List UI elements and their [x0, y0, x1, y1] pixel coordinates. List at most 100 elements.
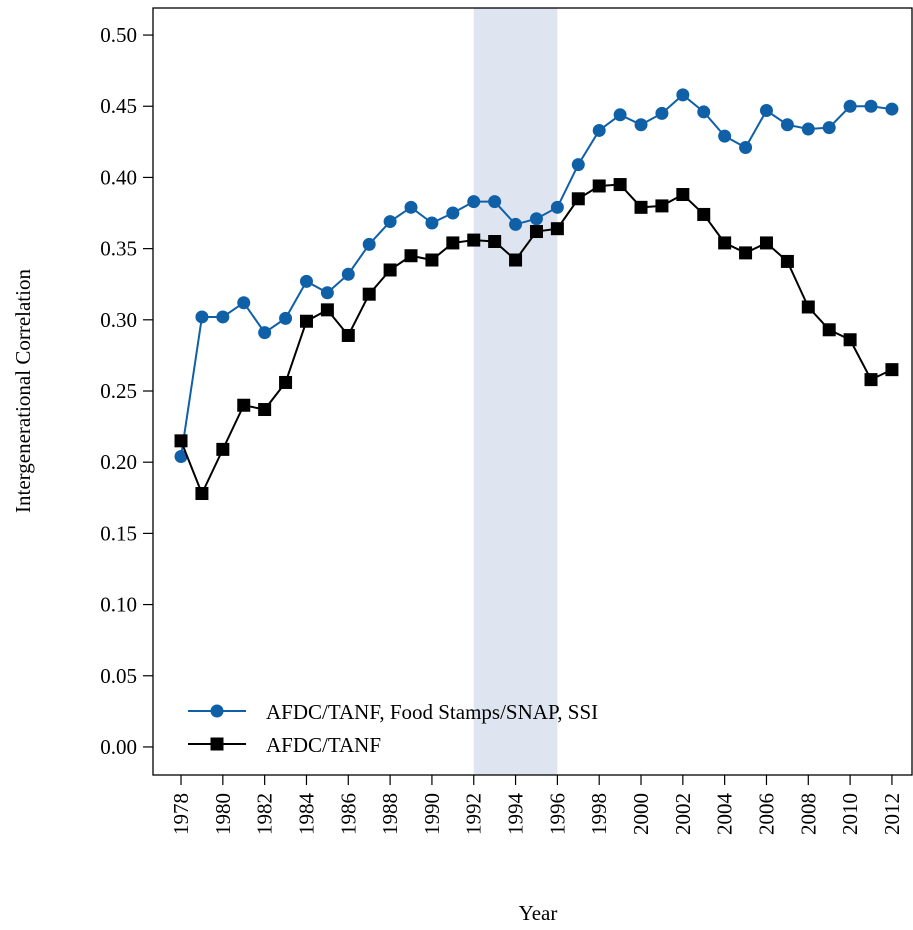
data-point: [634, 118, 648, 132]
x-tick-label: 1992: [462, 793, 486, 835]
data-point: [655, 199, 669, 213]
legend-label: AFDC/TANF, Food Stamps/SNAP, SSI: [266, 700, 598, 724]
x-tick-label: 1980: [211, 793, 235, 835]
data-point: [822, 323, 836, 337]
data-point: [592, 123, 606, 137]
shaded-period: [473, 8, 558, 775]
data-point: [801, 122, 815, 136]
data-point: [676, 188, 690, 202]
data-point: [592, 179, 606, 193]
data-point: [509, 253, 523, 267]
x-tick-label: 1990: [420, 793, 444, 835]
data-point: [843, 99, 857, 113]
data-point: [425, 216, 439, 230]
data-point: [216, 310, 230, 324]
y-tick-label: 0.40: [100, 165, 137, 189]
data-point: [174, 434, 188, 448]
x-tick-label: 1988: [378, 793, 402, 835]
y-tick-label: 0.25: [100, 379, 137, 403]
x-tick-label: 2010: [838, 793, 862, 835]
legend-marker: [210, 737, 224, 751]
data-point: [279, 311, 293, 325]
data-point: [237, 398, 251, 412]
legend-label: AFDC/TANF: [266, 733, 381, 757]
x-tick-label: 2006: [754, 793, 778, 835]
data-point: [529, 225, 543, 239]
data-point: [613, 108, 627, 122]
data-point: [550, 222, 564, 236]
data-point: [676, 88, 690, 102]
data-point: [258, 403, 272, 417]
data-point: [739, 246, 753, 260]
y-tick-label: 0.05: [100, 664, 137, 688]
data-point: [885, 102, 899, 116]
data-point: [739, 141, 753, 155]
data-point: [488, 235, 502, 249]
data-point: [195, 487, 209, 501]
data-point: [613, 178, 627, 192]
data-point: [718, 129, 732, 143]
data-point: [759, 236, 773, 250]
x-axis-label: Year: [519, 901, 558, 925]
data-point: [446, 236, 460, 250]
data-point: [446, 206, 460, 220]
data-point: [843, 333, 857, 347]
data-point: [467, 233, 481, 247]
y-tick-label: 0.30: [100, 308, 137, 332]
data-point: [341, 267, 355, 281]
x-tick-label: 1982: [253, 793, 277, 835]
y-tick-label: 0.10: [100, 593, 137, 617]
data-point: [467, 195, 481, 209]
data-point: [780, 118, 794, 132]
data-point: [509, 217, 523, 231]
data-point: [822, 121, 836, 135]
data-point: [320, 303, 334, 317]
data-point: [320, 286, 334, 300]
x-tick-label: 2000: [629, 793, 653, 835]
data-point: [697, 105, 711, 119]
data-point: [383, 263, 397, 277]
data-point: [780, 254, 794, 268]
x-tick-label: 1998: [587, 793, 611, 835]
legend-marker: [210, 704, 224, 718]
data-point: [362, 287, 376, 301]
x-tick-label: 1986: [336, 793, 360, 835]
data-point: [299, 274, 313, 288]
data-point: [529, 212, 543, 226]
data-point: [362, 237, 376, 251]
y-axis-label: Intergenerational Correlation: [11, 269, 35, 513]
x-tick-label: 2002: [671, 793, 695, 835]
y-tick-label: 0.00: [100, 735, 137, 759]
data-point: [864, 99, 878, 113]
x-tick-label: 1978: [169, 793, 193, 835]
data-point: [299, 314, 313, 328]
data-point: [195, 310, 209, 324]
data-point: [718, 236, 732, 250]
data-point: [885, 363, 899, 377]
x-tick-label: 1996: [545, 793, 569, 835]
data-point: [571, 192, 585, 206]
data-point: [488, 195, 502, 209]
data-point: [801, 300, 815, 314]
x-tick-label: 2004: [713, 793, 737, 836]
x-tick-label: 1984: [294, 793, 318, 836]
data-point: [258, 326, 272, 340]
y-tick-label: 0.50: [100, 23, 137, 47]
data-point: [550, 200, 564, 214]
data-point: [341, 328, 355, 342]
data-point: [404, 200, 418, 214]
data-point: [571, 158, 585, 172]
x-tick-label: 1994: [504, 793, 528, 836]
data-point: [425, 253, 439, 267]
y-tick-label: 0.20: [100, 450, 137, 474]
x-tick-label: 2008: [796, 793, 820, 835]
data-point: [279, 375, 293, 389]
x-tick-label: 2012: [880, 793, 904, 835]
data-point: [383, 215, 397, 229]
data-point: [697, 207, 711, 221]
data-point: [174, 449, 188, 463]
y-tick-label: 0.45: [100, 94, 137, 118]
data-point: [759, 104, 773, 118]
